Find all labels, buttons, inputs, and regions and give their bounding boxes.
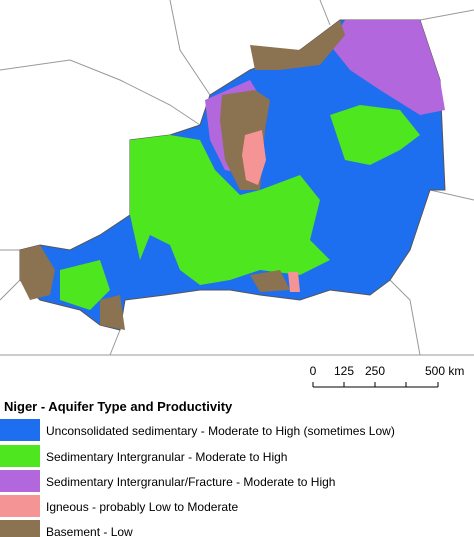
legend-swatch [0,470,40,492]
scale-label: 500 km [425,364,464,378]
region [288,272,300,292]
region [250,20,345,70]
scale-line [312,382,439,388]
border [0,59,201,126]
legend: Unconsolidated sedimentary - Moderate to… [0,419,395,537]
scale-label: 125 [334,364,354,378]
scale-label: 250 [365,364,385,378]
legend-label: Unconsolidated sedimentary - Moderate to… [46,424,395,438]
legend-label: Sedimentary Intergranular/Fracture - Mod… [46,475,335,489]
legend-swatch [0,419,40,441]
niger [19,19,446,331]
scale-labels: 0 125 250 500 km [310,364,465,378]
border [389,279,421,356]
region [20,245,55,300]
region [100,295,125,330]
legend-swatch [0,445,40,467]
scale-bar [312,382,439,388]
legend-swatch [0,495,40,517]
region [242,130,266,185]
border [419,9,474,21]
scale-label: 0 [310,364,317,378]
border [169,0,211,96]
base-map [0,0,474,356]
border [109,329,121,356]
border [0,279,21,301]
legend-label: Igneous - probably Low to Moderate [46,500,238,514]
region [250,270,290,292]
region [60,260,110,310]
region [330,105,420,165]
legend-label: Sedimentary Intergranular - Moderate to … [46,450,287,464]
region [330,20,445,115]
legend-swatch [0,520,40,537]
legend-title: Niger - Aquifer Type and Productivity [4,399,233,414]
region [130,135,330,285]
border [429,189,474,201]
legend-label: Basement - Low [46,525,133,537]
border [319,0,331,26]
